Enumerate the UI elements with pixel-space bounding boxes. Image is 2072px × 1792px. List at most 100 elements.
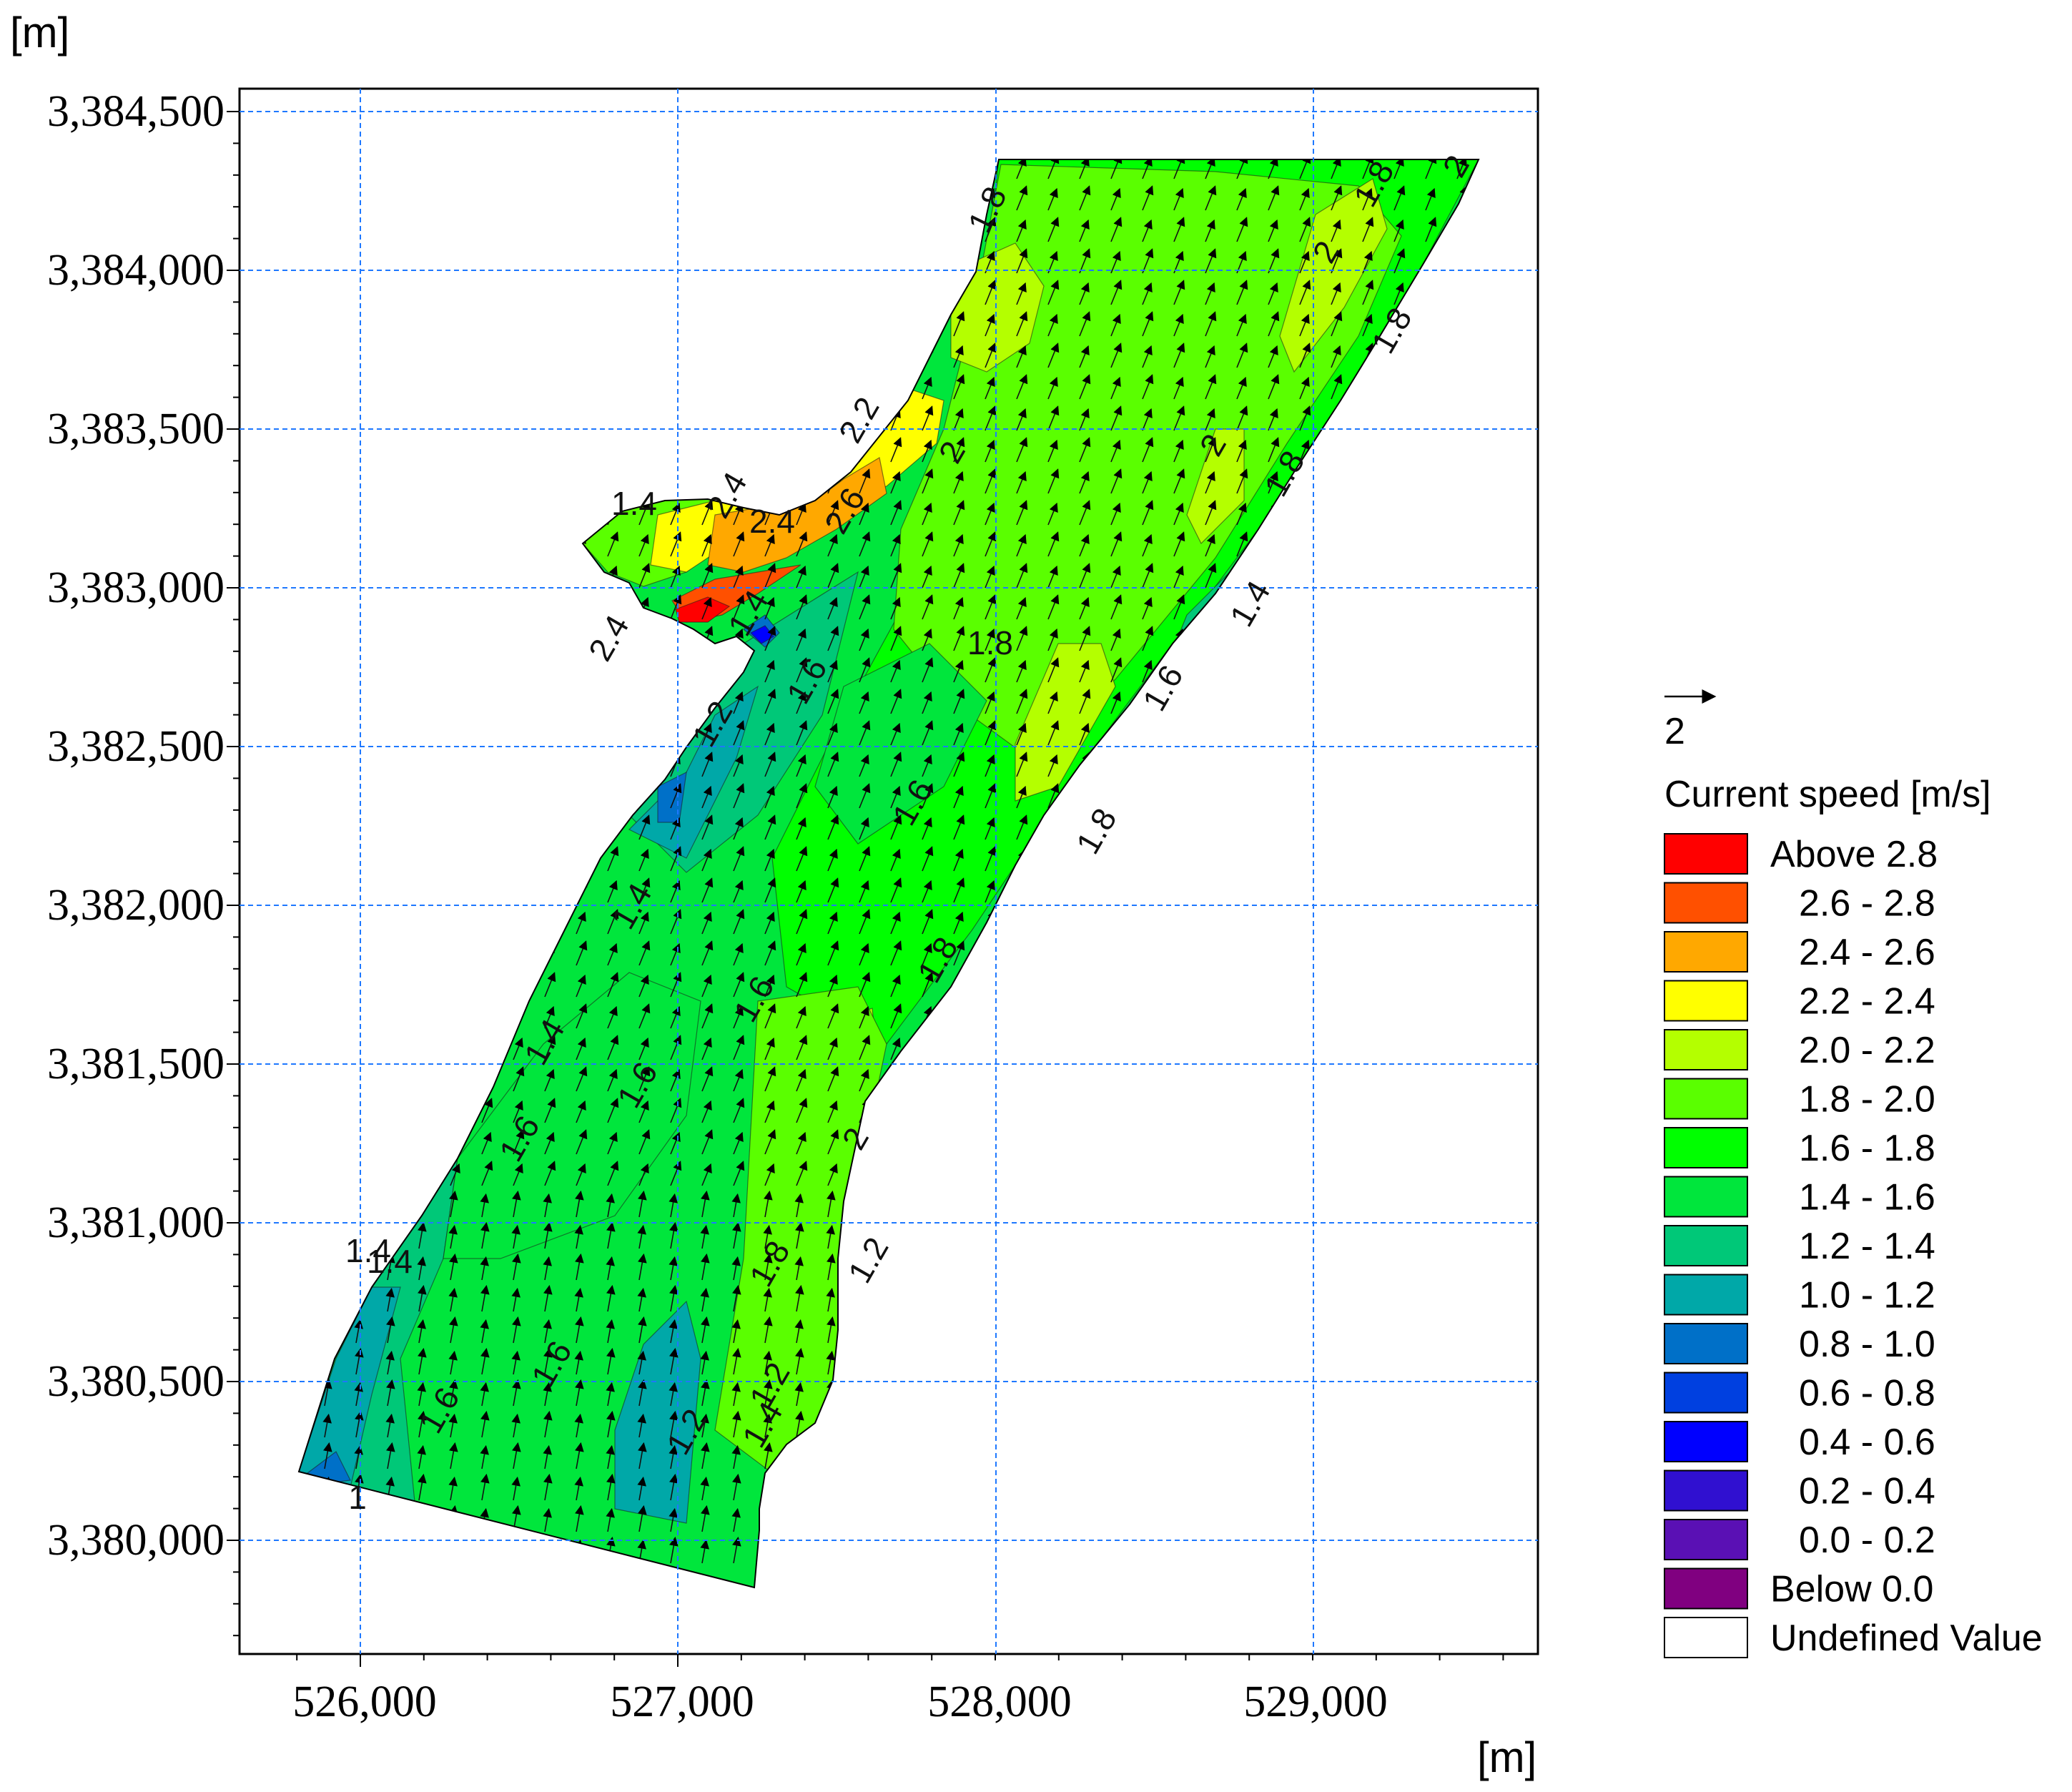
current-vector-arrow — [890, 785, 901, 809]
y-tick-label: 3,380,500 — [47, 1357, 225, 1406]
current-vector-arrow — [1236, 159, 1248, 179]
current-vector-arrow — [1268, 282, 1278, 305]
current-vector-arrow — [1016, 563, 1028, 589]
legend-swatch — [1664, 1078, 1748, 1120]
current-vector-arrow — [701, 752, 714, 777]
current-vector-arrow — [985, 313, 995, 337]
current-vector-arrow — [1268, 311, 1280, 337]
x-tick-label: 529,000 — [1243, 1678, 1388, 1726]
current-vector-arrow — [670, 972, 682, 998]
y-tick-label: 3,381,500 — [47, 1040, 225, 1088]
current-vector-arrow — [701, 1253, 710, 1281]
current-vector-arrow — [1331, 345, 1341, 368]
current-vector-arrow — [732, 1473, 741, 1501]
current-vector-arrow — [795, 1410, 804, 1438]
current-vector-arrow — [480, 1256, 489, 1281]
current-vector-arrow — [1110, 691, 1121, 714]
current-vector-arrow — [1205, 563, 1217, 589]
current-vector-arrow — [796, 909, 808, 935]
current-vector-arrow — [985, 405, 997, 431]
current-vector-arrow — [859, 1005, 869, 1029]
current-vector-arrow — [1299, 250, 1310, 274]
current-vector-arrow — [607, 1068, 618, 1092]
current-vector-arrow — [795, 1347, 804, 1375]
current-vector-arrow — [607, 1161, 619, 1186]
current-vector-arrow — [670, 502, 681, 526]
current-vector-arrow — [1110, 405, 1123, 431]
speed-zone — [814, 643, 987, 845]
current-vector-arrow — [1173, 531, 1185, 557]
current-vector-arrow — [731, 1507, 741, 1532]
current-vector-arrow — [985, 468, 997, 494]
current-vector-arrow — [859, 1035, 871, 1060]
legend-label: 1.4 - 1.6 — [1799, 1177, 1935, 1219]
current-vector-arrow — [544, 1005, 555, 1029]
current-vector-arrow — [796, 1035, 808, 1060]
current-vector-arrow — [1110, 565, 1121, 589]
current-vector-arrow — [1173, 280, 1185, 305]
current-vector-arrow — [796, 720, 808, 746]
current-vector-arrow — [1142, 659, 1153, 683]
current-vector-arrow — [418, 1284, 427, 1312]
current-vector-arrow — [513, 1037, 523, 1060]
current-vector-arrow — [953, 626, 965, 651]
current-vector-arrow — [1299, 187, 1310, 211]
legend-swatch — [1664, 1029, 1748, 1070]
current-vector-arrow — [1173, 313, 1184, 337]
current-vector-arrow — [985, 880, 995, 903]
current-vector-arrow — [638, 1129, 651, 1155]
current-vector-arrow — [985, 343, 997, 368]
current-vector-arrow — [1047, 405, 1060, 431]
current-vector-arrow — [576, 1163, 586, 1186]
current-vector-arrow — [796, 502, 806, 526]
current-vector-arrow — [953, 374, 965, 400]
legend-label: 2.4 - 2.6 — [1799, 932, 1935, 973]
vector-scale-label: 2 — [1664, 711, 1685, 752]
current-vector-arrow — [418, 1410, 427, 1438]
current-vector-arrow — [796, 565, 806, 589]
current-vector-arrow — [827, 500, 839, 526]
current-vector-arrow — [449, 1190, 458, 1218]
current-vector-arrow — [1236, 187, 1247, 211]
current-vector-arrow — [763, 1350, 772, 1375]
current-vector-arrow — [764, 1379, 773, 1407]
current-vector-arrow — [607, 942, 618, 966]
current-vector-arrow — [733, 972, 745, 998]
current-vector-arrow — [1142, 345, 1153, 368]
current-vector-arrow — [575, 1505, 584, 1532]
current-vector-arrow — [764, 626, 776, 651]
current-vector-arrow — [1142, 471, 1153, 494]
current-vector-arrow — [796, 754, 806, 777]
current-vector-arrow — [701, 814, 714, 840]
current-vector-arrow — [1268, 159, 1278, 179]
legend-label: 0.0 - 0.2 — [1799, 1520, 1935, 1561]
current-vector-arrow — [575, 1379, 584, 1407]
x-axis-unit: [m] — [1477, 1733, 1536, 1781]
current-vector-arrow — [449, 1316, 458, 1344]
current-vector-arrow — [827, 752, 839, 777]
current-vector-arrow — [733, 691, 744, 714]
current-vector-arrow — [827, 1190, 836, 1218]
legend-label: 1.8 - 2.0 — [1799, 1079, 1935, 1121]
legend-swatch — [1664, 1127, 1748, 1168]
current-vector-arrow — [1079, 248, 1091, 274]
current-vector-arrow — [448, 1287, 458, 1312]
current-vector-arrow — [985, 783, 997, 809]
current-vector-arrow — [512, 1316, 521, 1344]
current-vector-arrow — [1205, 219, 1215, 242]
current-vector-arrow — [386, 1316, 395, 1344]
current-vector-arrow — [1079, 185, 1091, 211]
current-vector-arrow — [1173, 343, 1185, 368]
current-vector-arrow — [953, 345, 964, 368]
current-vector-arrow — [669, 1221, 679, 1249]
current-vector-arrow — [607, 1035, 619, 1060]
current-vector-arrow — [448, 1476, 458, 1501]
speed-zone — [443, 972, 701, 1259]
current-vector-arrow — [1331, 282, 1341, 305]
current-vector-arrow — [890, 877, 902, 903]
current-vector-arrow — [1268, 185, 1280, 211]
current-vector-arrow — [764, 1253, 773, 1281]
current-vector-arrow — [1079, 374, 1091, 400]
current-vector-arrow — [576, 911, 586, 935]
